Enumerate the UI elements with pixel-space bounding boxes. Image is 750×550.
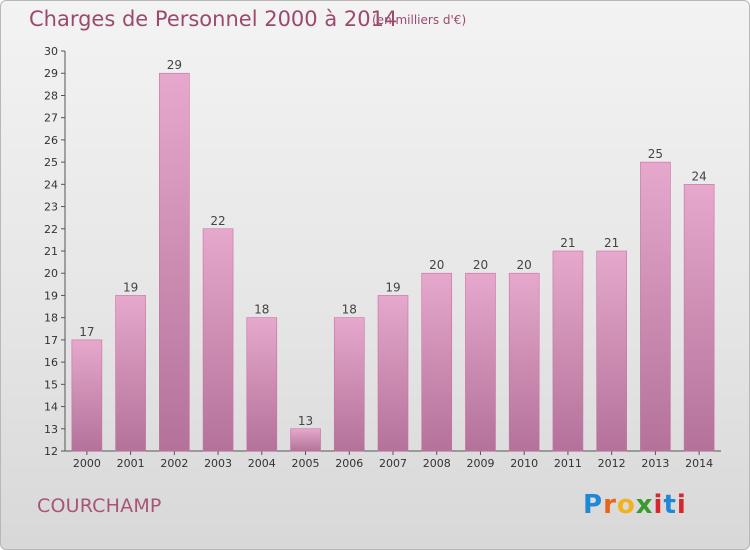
y-tick-label: 28	[44, 89, 58, 102]
bar	[596, 250, 627, 452]
logo-letter: r	[603, 490, 617, 520]
x-tick-label: 2014	[685, 457, 713, 470]
x-tick-label: 2001	[117, 457, 145, 470]
commune-name: COURCHAMP	[37, 495, 162, 517]
chart-subtitle: (en milliers d'€)	[372, 13, 467, 27]
x-tick-label: 2000	[73, 457, 101, 470]
bar	[159, 72, 190, 452]
y-tick-label: 29	[44, 67, 58, 80]
x-tick-label: 2008	[423, 457, 451, 470]
axes: 12 13 14 15 16 17 18 19 20 21 22 23 24 25 26 27 28 29 30 20…	[44, 45, 721, 470]
y-tick-label: 30	[44, 45, 58, 58]
bar-value-label: 22	[210, 214, 225, 228]
y-tick-label: 18	[44, 312, 58, 325]
bar-value-label: 19	[123, 280, 138, 294]
x-tick-label: 2005	[292, 457, 320, 470]
bar	[290, 428, 321, 452]
bar	[683, 184, 715, 452]
bar-value-label: 18	[342, 303, 357, 317]
proxiti-logo: Proxiti	[583, 490, 687, 520]
y-tick-label: 24	[44, 178, 58, 191]
bar-value-label: 24	[691, 169, 706, 183]
bar	[552, 250, 584, 452]
y-tick-label: 21	[44, 245, 58, 258]
chart-title: Charges de Personnel 2000 à 2014	[29, 7, 398, 31]
bar	[465, 272, 496, 452]
logo-letter: i	[653, 490, 664, 520]
x-tick-label: 2012	[598, 457, 626, 470]
y-tick-label: 25	[44, 156, 58, 169]
bar-value-label: 29	[167, 58, 182, 72]
logo-letter: P	[583, 490, 604, 520]
bar	[115, 295, 146, 452]
y-tick-label: 26	[44, 134, 58, 147]
x-tick-label: 2004	[248, 457, 276, 470]
y-tick-label: 12	[44, 445, 58, 458]
bar-value-label: 19	[385, 280, 400, 294]
logo-letter: o	[616, 490, 636, 520]
x-tick-label: 2003	[204, 457, 232, 470]
bars	[71, 72, 715, 452]
bar	[377, 295, 409, 452]
x-tick-label: 2010	[510, 457, 538, 470]
y-tick-label: 13	[44, 423, 58, 436]
bar-value-label: 13	[298, 414, 313, 428]
bar	[508, 272, 540, 452]
bar-value-label: 20	[429, 258, 444, 272]
logo-letter: t	[663, 490, 677, 520]
bar-value-label: 18	[254, 303, 269, 317]
x-tick-label: 2009	[466, 457, 494, 470]
bar	[71, 339, 103, 452]
x-tick-label: 2006	[335, 457, 363, 470]
logo-letter: i	[676, 490, 687, 520]
y-tick-label: 20	[44, 267, 58, 280]
y-tick-label: 22	[44, 223, 58, 236]
y-tick-label: 19	[44, 289, 58, 302]
data-labels: 17 19 29 22 18 13 18 19 20 20 20 21 21 25 24	[79, 58, 707, 428]
bar-value-label: 20	[473, 258, 488, 272]
bar	[246, 317, 278, 452]
y-tick-label: 14	[44, 401, 58, 414]
bar-value-label: 20	[517, 258, 532, 272]
logo-letter: x	[635, 490, 654, 520]
y-tick-label: 17	[44, 334, 58, 347]
bar	[640, 161, 671, 452]
bar	[421, 272, 453, 452]
bar-value-label: 21	[560, 236, 575, 250]
x-tick-label: 2013	[641, 457, 669, 470]
bar-value-label: 21	[604, 236, 619, 250]
y-tick-label: 27	[44, 112, 58, 125]
bar	[202, 228, 234, 452]
x-tick-label: 2011	[554, 457, 582, 470]
bar	[333, 317, 365, 452]
y-tick-label: 16	[44, 356, 58, 369]
x-tick-label: 2002	[160, 457, 188, 470]
y-tick-label: 15	[44, 378, 58, 391]
bar-value-label: 25	[648, 147, 663, 161]
x-tick-label: 2007	[379, 457, 407, 470]
bar-value-label: 17	[79, 325, 94, 339]
y-tick-label: 23	[44, 201, 58, 214]
